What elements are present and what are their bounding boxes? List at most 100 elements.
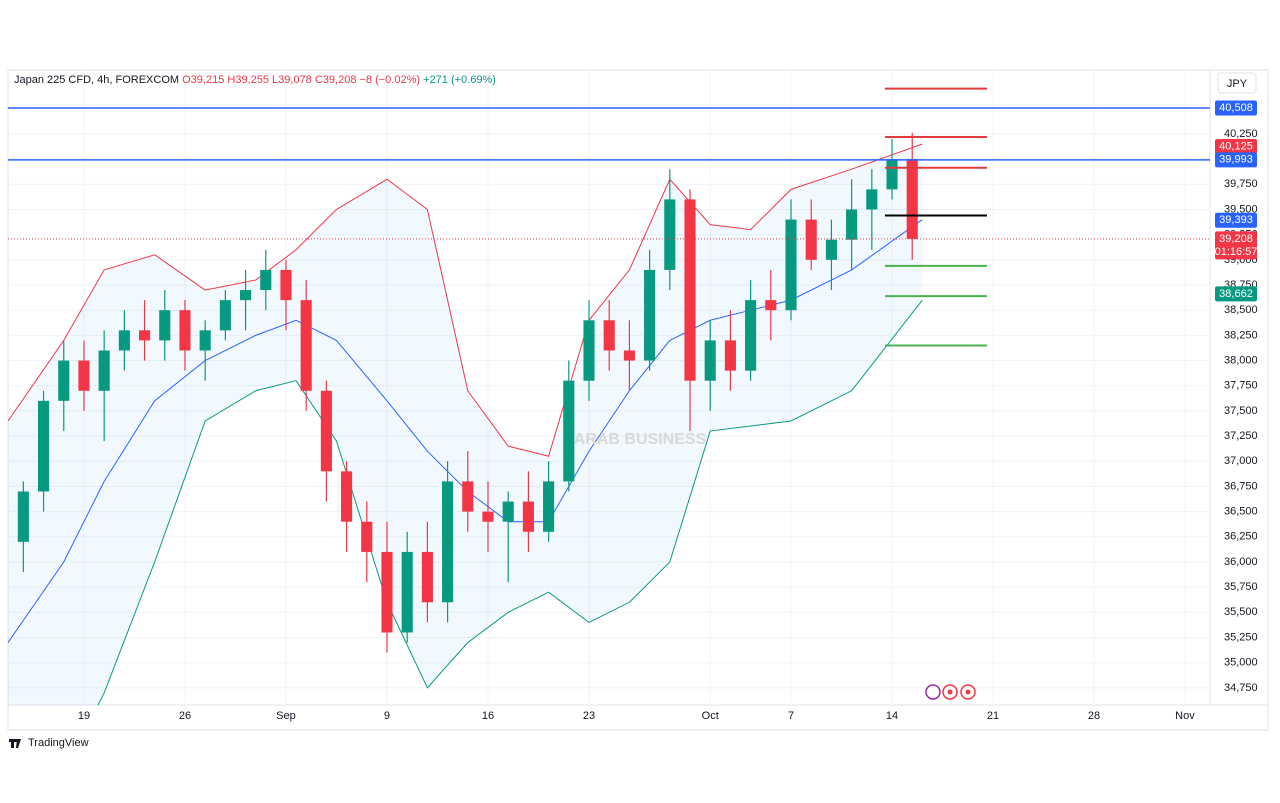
- price-tag-label: 39,993: [1219, 154, 1253, 166]
- candle-body: [260, 269, 272, 291]
- candle-body: [78, 360, 90, 391]
- price-tag-label: 38,662: [1219, 288, 1253, 300]
- countdown: 01:16:57: [1215, 246, 1258, 258]
- candle-body: [159, 310, 171, 341]
- candle-body: [906, 159, 918, 239]
- y-tick-label: 39,750: [1224, 178, 1258, 190]
- candle-body: [37, 400, 50, 492]
- band-line: [8, 143, 923, 457]
- symbol: Japan 225 CFD, 4h, FOREXCOM: [14, 74, 179, 86]
- candle-body: [118, 330, 130, 351]
- candle-body: [886, 159, 898, 190]
- change: −8 (−0.02%): [360, 74, 421, 86]
- candle-body: [361, 521, 373, 552]
- y-tick-label: 38,500: [1224, 304, 1258, 316]
- x-tick-label: Oct: [702, 710, 719, 722]
- x-tick-label: 19: [78, 710, 90, 722]
- candle-body: [442, 481, 454, 603]
- y-tick-label: 36,000: [1224, 556, 1258, 568]
- price-tag: [1215, 100, 1257, 116]
- candle-body: [724, 340, 736, 371]
- candle-body: [745, 300, 757, 371]
- candle-body: [482, 511, 494, 522]
- x-tick-label: 7: [788, 710, 794, 722]
- y-tick-label: 40,250: [1224, 128, 1258, 140]
- x-tick-label: 16: [482, 710, 494, 722]
- candle-body: [563, 380, 575, 482]
- candle-body: [199, 330, 211, 351]
- y-tick-label: 39,500: [1224, 203, 1258, 215]
- extra-change: +271 (+0.69%): [423, 74, 496, 86]
- candle-body: [825, 239, 837, 260]
- brand-logo: [9, 739, 21, 748]
- candle-body: [300, 300, 312, 391]
- price-tag: [1215, 231, 1257, 260]
- y-tick-label: 37,500: [1224, 405, 1258, 417]
- y-tick-label: 34,750: [1224, 682, 1258, 694]
- candle-body: [280, 269, 292, 301]
- candle-body: [644, 269, 656, 361]
- icon: [947, 689, 953, 695]
- alert-icons[interactable]: [925, 684, 976, 700]
- y-tick-label: 36,750: [1224, 480, 1258, 492]
- candle-body: [139, 330, 151, 341]
- candle-body: [866, 189, 878, 210]
- x-tick-label: 9: [384, 710, 390, 722]
- price-tag: [1215, 152, 1257, 168]
- y-tick-label: 35,000: [1224, 657, 1258, 669]
- candle-body: [623, 350, 635, 361]
- icon: [965, 689, 971, 695]
- candle-body: [179, 310, 191, 351]
- y-tick-label: 38,250: [1224, 329, 1258, 341]
- candle-body: [704, 340, 716, 381]
- candle-body: [320, 390, 332, 472]
- candle-body: [684, 199, 696, 381]
- x-tick-label: Nov: [1175, 710, 1195, 722]
- candle-body: [219, 300, 231, 331]
- y-tick-label: 35,500: [1224, 606, 1258, 618]
- candle-body: [603, 320, 615, 351]
- y-tick-label: 37,000: [1224, 455, 1258, 467]
- x-tick-label: 26: [179, 710, 191, 722]
- candle-body: [421, 551, 433, 603]
- x-tick-label: Sep: [276, 710, 296, 722]
- icon[interactable]: [925, 684, 941, 700]
- y-tick-label: 36,250: [1224, 531, 1258, 543]
- candle-body: [381, 551, 393, 633]
- candle-body: [805, 219, 817, 260]
- candle-body: [522, 501, 534, 532]
- candle-body: [765, 300, 777, 311]
- x-tick-label: 28: [1088, 710, 1100, 722]
- candle-body: [502, 501, 514, 522]
- price-tag-label: 39,208: [1219, 233, 1253, 245]
- candle-body: [17, 491, 29, 542]
- legend-header: Japan 225 CFD, 4h, FOREXCOM O39,215 H39,…: [14, 74, 496, 86]
- candle-body: [543, 481, 555, 532]
- candle-body: [846, 209, 858, 240]
- y-tick-label: 36,500: [1224, 506, 1258, 518]
- ohlc: O39,215 H39,255 L39,078 C39,208: [182, 74, 356, 86]
- y-tick-label: 37,750: [1224, 380, 1258, 392]
- candle-body: [664, 199, 676, 270]
- y-tick-label: 35,750: [1224, 581, 1258, 593]
- price-tag-label: 40,125: [1219, 140, 1253, 152]
- y-tick-label: 37,250: [1224, 430, 1258, 442]
- price-tag-label: 40,508: [1219, 102, 1253, 114]
- candle-body: [785, 219, 797, 311]
- frame: [7, 69, 1269, 731]
- x-tick-label: 21: [987, 710, 999, 722]
- y-tick-label: 35,250: [1224, 631, 1258, 643]
- price-tag-label: 39,393: [1219, 214, 1253, 226]
- brand: TradingView: [28, 737, 89, 749]
- price-tag: [1215, 139, 1257, 155]
- currency-box[interactable]: [1217, 72, 1257, 94]
- candle-body: [98, 350, 110, 391]
- watermark: ARAB BUSINESS: [574, 431, 707, 448]
- price-tag: [1215, 212, 1257, 228]
- y-tick-label: 38,000: [1224, 354, 1258, 366]
- x-tick-label: 14: [886, 710, 898, 722]
- candle-body: [462, 481, 474, 512]
- band-line: [97, 299, 923, 705]
- currency[interactable]: JPY: [1227, 78, 1248, 90]
